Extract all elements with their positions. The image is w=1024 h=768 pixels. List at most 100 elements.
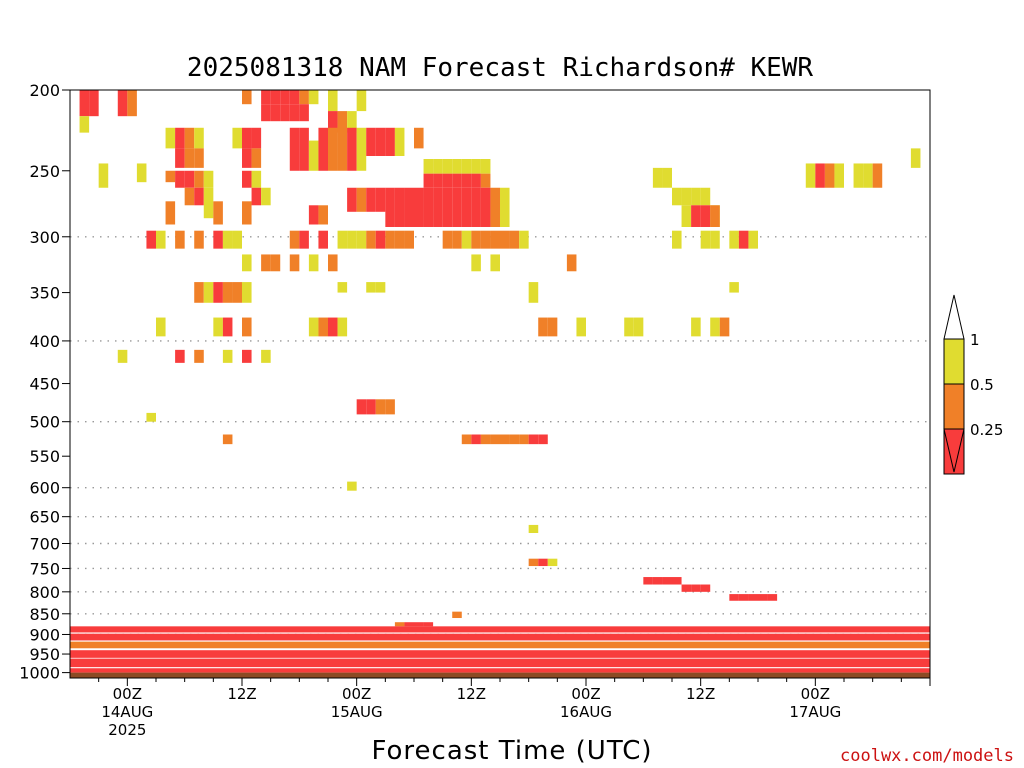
heatmap-cell — [79, 116, 90, 133]
heatmap-cell — [662, 577, 672, 585]
heatmap-cell — [242, 148, 252, 168]
heatmap-cell — [758, 594, 768, 601]
heatmap-cell — [729, 594, 739, 601]
heatmap-cell — [538, 434, 548, 445]
legend-arrow-top — [943, 294, 965, 340]
heatmap-cell — [394, 230, 405, 249]
heatmap-cell — [347, 127, 357, 171]
heatmap-cell — [423, 187, 434, 227]
heatmap-cell — [375, 399, 386, 415]
heatmap-cell — [366, 399, 376, 415]
heatmap-cell — [242, 170, 252, 188]
heatmap-cell — [308, 90, 319, 105]
heatmap-cell — [442, 159, 453, 174]
credit-link[interactable]: coolwx.com/models — [840, 746, 1014, 766]
ground-fill — [70, 672, 930, 678]
heatmap-cell — [242, 201, 252, 225]
heatmap-cell — [184, 127, 195, 149]
heatmap-cell — [691, 317, 701, 337]
heatmap-cell — [242, 254, 252, 272]
heatmap-cell — [347, 111, 357, 133]
heatmap-cell — [805, 163, 816, 188]
heatmap-cell — [366, 187, 376, 212]
heatmap-cell — [356, 90, 367, 112]
legend-swatch — [943, 338, 965, 385]
legend-label: 0.5 — [970, 376, 994, 394]
heatmap-cell — [490, 434, 500, 445]
heatmap-cell — [385, 127, 395, 156]
heatmap-cell — [528, 282, 539, 303]
x-tick-label: 15AUG — [331, 703, 383, 721]
heatmap-cell — [165, 170, 176, 183]
heatmap-cell — [213, 201, 223, 225]
heatmap-cell — [213, 282, 223, 303]
heatmap-cell — [261, 254, 271, 272]
heatmap-cell — [70, 650, 930, 658]
heatmap-cell — [299, 127, 309, 171]
heatmap-cell — [471, 230, 481, 249]
heatmap-cell — [251, 148, 262, 168]
x-tick-label: 16AUG — [560, 703, 612, 721]
heatmap-cell — [289, 90, 300, 105]
heatmap-cell — [70, 641, 930, 649]
heatmap-cell — [480, 230, 491, 249]
heatmap-cell — [308, 317, 319, 337]
heatmap-cell — [423, 159, 434, 174]
heatmap-cell — [452, 173, 462, 188]
heatmap-cell — [404, 622, 414, 627]
heatmap-cell — [232, 282, 242, 303]
heatmap-cell — [184, 148, 195, 168]
heatmap-cell — [261, 104, 271, 122]
heatmap-cell — [318, 317, 328, 337]
heatmap-cell — [375, 230, 386, 249]
heatmap-cell — [691, 205, 701, 227]
heatmap-cell — [442, 173, 453, 188]
heatmap-cell — [652, 577, 663, 585]
heatmap-cell — [222, 282, 233, 303]
heatmap-cell — [471, 173, 481, 188]
heatmap-cell — [824, 163, 835, 188]
heatmap-cell — [98, 163, 109, 188]
heatmap-cell — [547, 317, 558, 337]
heatmap-cell — [681, 205, 692, 227]
heatmap-cell — [672, 230, 682, 249]
heatmap-cell — [136, 163, 147, 183]
heatmap-cell — [318, 205, 328, 225]
heatmap-cell — [538, 317, 548, 337]
heatmap-cell — [461, 434, 472, 445]
heatmap-cell — [222, 349, 233, 363]
heatmap-cell — [117, 90, 128, 117]
heatmap-cell — [175, 230, 185, 249]
heatmap-cell — [500, 434, 510, 445]
y-tick-label: 550 — [29, 447, 60, 466]
heatmap-cell — [70, 626, 930, 633]
heatmap-cell — [815, 163, 825, 188]
heatmap-cell — [127, 90, 137, 117]
heatmap-cell — [70, 658, 930, 668]
heatmap-cell — [165, 127, 176, 149]
heatmap-cell — [194, 230, 204, 249]
heatmap-cell — [528, 558, 539, 567]
heatmap-cell — [863, 163, 873, 188]
y-tick-label: 300 — [29, 228, 60, 247]
heatmap-cell — [404, 187, 414, 227]
heatmap-cell — [519, 434, 529, 445]
heatmap-cell — [347, 230, 357, 249]
heatmap-cell — [471, 434, 481, 445]
heatmap-cell — [242, 90, 252, 105]
heatmap-cell — [375, 127, 386, 156]
heatmap-cell — [213, 230, 223, 249]
y-tick-label: 500 — [29, 413, 60, 432]
heatmap-cell — [213, 317, 223, 337]
heatmap-cell — [442, 187, 453, 227]
heatmap-cell — [710, 317, 720, 337]
y-tick-label: 1000 — [19, 664, 60, 683]
heatmap-cell — [299, 90, 309, 105]
heatmap-cell — [528, 524, 539, 534]
x-tick-label: 2025 — [108, 721, 146, 739]
x-tick-label: 00Z — [342, 685, 371, 703]
heatmap-cell — [175, 148, 185, 168]
heatmap-cell — [337, 282, 348, 293]
heatmap-cell — [194, 127, 204, 149]
